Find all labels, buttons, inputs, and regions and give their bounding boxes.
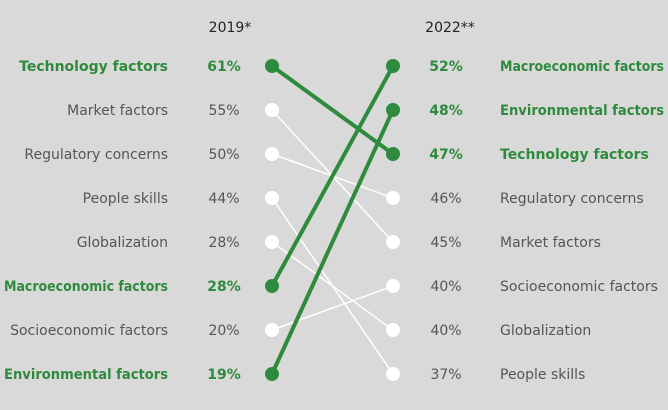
left-value-people-skills: 44%: [208, 191, 239, 207]
right-label-macroeconomic-factors: Macroeconomic factors: [500, 59, 664, 75]
left-value-globalization: 28%: [208, 235, 239, 251]
left-label-market-factors: Market factors: [67, 103, 168, 119]
dots-layer: [265, 59, 400, 381]
left-label-globalization: Globalization: [77, 235, 168, 251]
right-dot-technology-factors: [386, 147, 400, 161]
right-label-market-factors: Market factors: [500, 235, 601, 251]
right-header: 2022**: [425, 20, 475, 36]
connector-globalization: [271, 241, 394, 331]
labels-layer: Technology factors 61% Market factors 55% Re…: [4, 59, 664, 383]
left-value-regulatory-concerns: 50%: [208, 147, 239, 163]
connector-macroeconomic-factors: [270, 65, 395, 287]
left-label-regulatory-concerns: Regulatory concerns: [24, 147, 168, 163]
left-value-socioeconomic-factors: 20%: [208, 323, 239, 339]
connector-technology-factors: [270, 64, 395, 156]
right-label-people-skills: People skills: [500, 367, 585, 383]
left-label-socioeconomic-factors: Socioeconomic factors: [10, 323, 168, 339]
right-value-globalization: 40%: [430, 323, 461, 339]
left-dot-globalization: [265, 235, 279, 249]
left-value-macroeconomic-factors: 28%: [207, 279, 241, 295]
right-dot-macroeconomic-factors: [386, 59, 400, 73]
right-dot-market-factors: [386, 235, 400, 249]
right-dot-regulatory-concerns: [386, 191, 400, 205]
left-dot-environmental-factors: [265, 367, 279, 381]
right-dot-socioeconomic-factors: [386, 279, 400, 293]
right-label-technology-factors: Technology factors: [500, 147, 649, 163]
left-value-technology-factors: 61%: [207, 59, 241, 75]
right-label-globalization: Globalization: [500, 323, 591, 339]
left-dot-technology-factors: [265, 59, 279, 73]
connector-environmental-factors: [270, 109, 395, 375]
left-header: 2019*: [209, 20, 252, 36]
left-value-market-factors: 55%: [208, 103, 239, 119]
left-dot-macroeconomic-factors: [265, 279, 279, 293]
left-label-technology-factors: Technology factors: [19, 59, 168, 75]
left-label-environmental-factors: Environmental factors: [4, 367, 168, 383]
left-value-environmental-factors: 19%: [207, 367, 241, 383]
right-label-socioeconomic-factors: Socioeconomic factors: [500, 279, 658, 295]
right-dot-people-skills: [386, 367, 400, 381]
right-value-environmental-factors: 48%: [429, 103, 463, 119]
right-label-regulatory-concerns: Regulatory concerns: [500, 191, 644, 207]
right-value-people-skills: 37%: [430, 367, 461, 383]
right-dot-globalization: [386, 323, 400, 337]
left-label-people-skills: People skills: [83, 191, 168, 207]
left-dot-regulatory-concerns: [265, 147, 279, 161]
right-value-market-factors: 45%: [430, 235, 461, 251]
right-label-environmental-factors: Environmental factors: [500, 103, 664, 119]
right-value-macroeconomic-factors: 52%: [429, 59, 463, 75]
right-value-regulatory-concerns: 46%: [430, 191, 461, 207]
right-value-socioeconomic-factors: 40%: [430, 279, 461, 295]
right-dot-environmental-factors: [386, 103, 400, 117]
left-dot-socioeconomic-factors: [265, 323, 279, 337]
left-label-macroeconomic-factors: Macroeconomic factors: [4, 279, 168, 295]
right-value-technology-factors: 47%: [429, 147, 463, 163]
connector-lines: [270, 64, 395, 375]
left-dot-people-skills: [265, 191, 279, 205]
connector-socioeconomic-factors: [271, 285, 394, 331]
left-dot-market-factors: [265, 103, 279, 117]
